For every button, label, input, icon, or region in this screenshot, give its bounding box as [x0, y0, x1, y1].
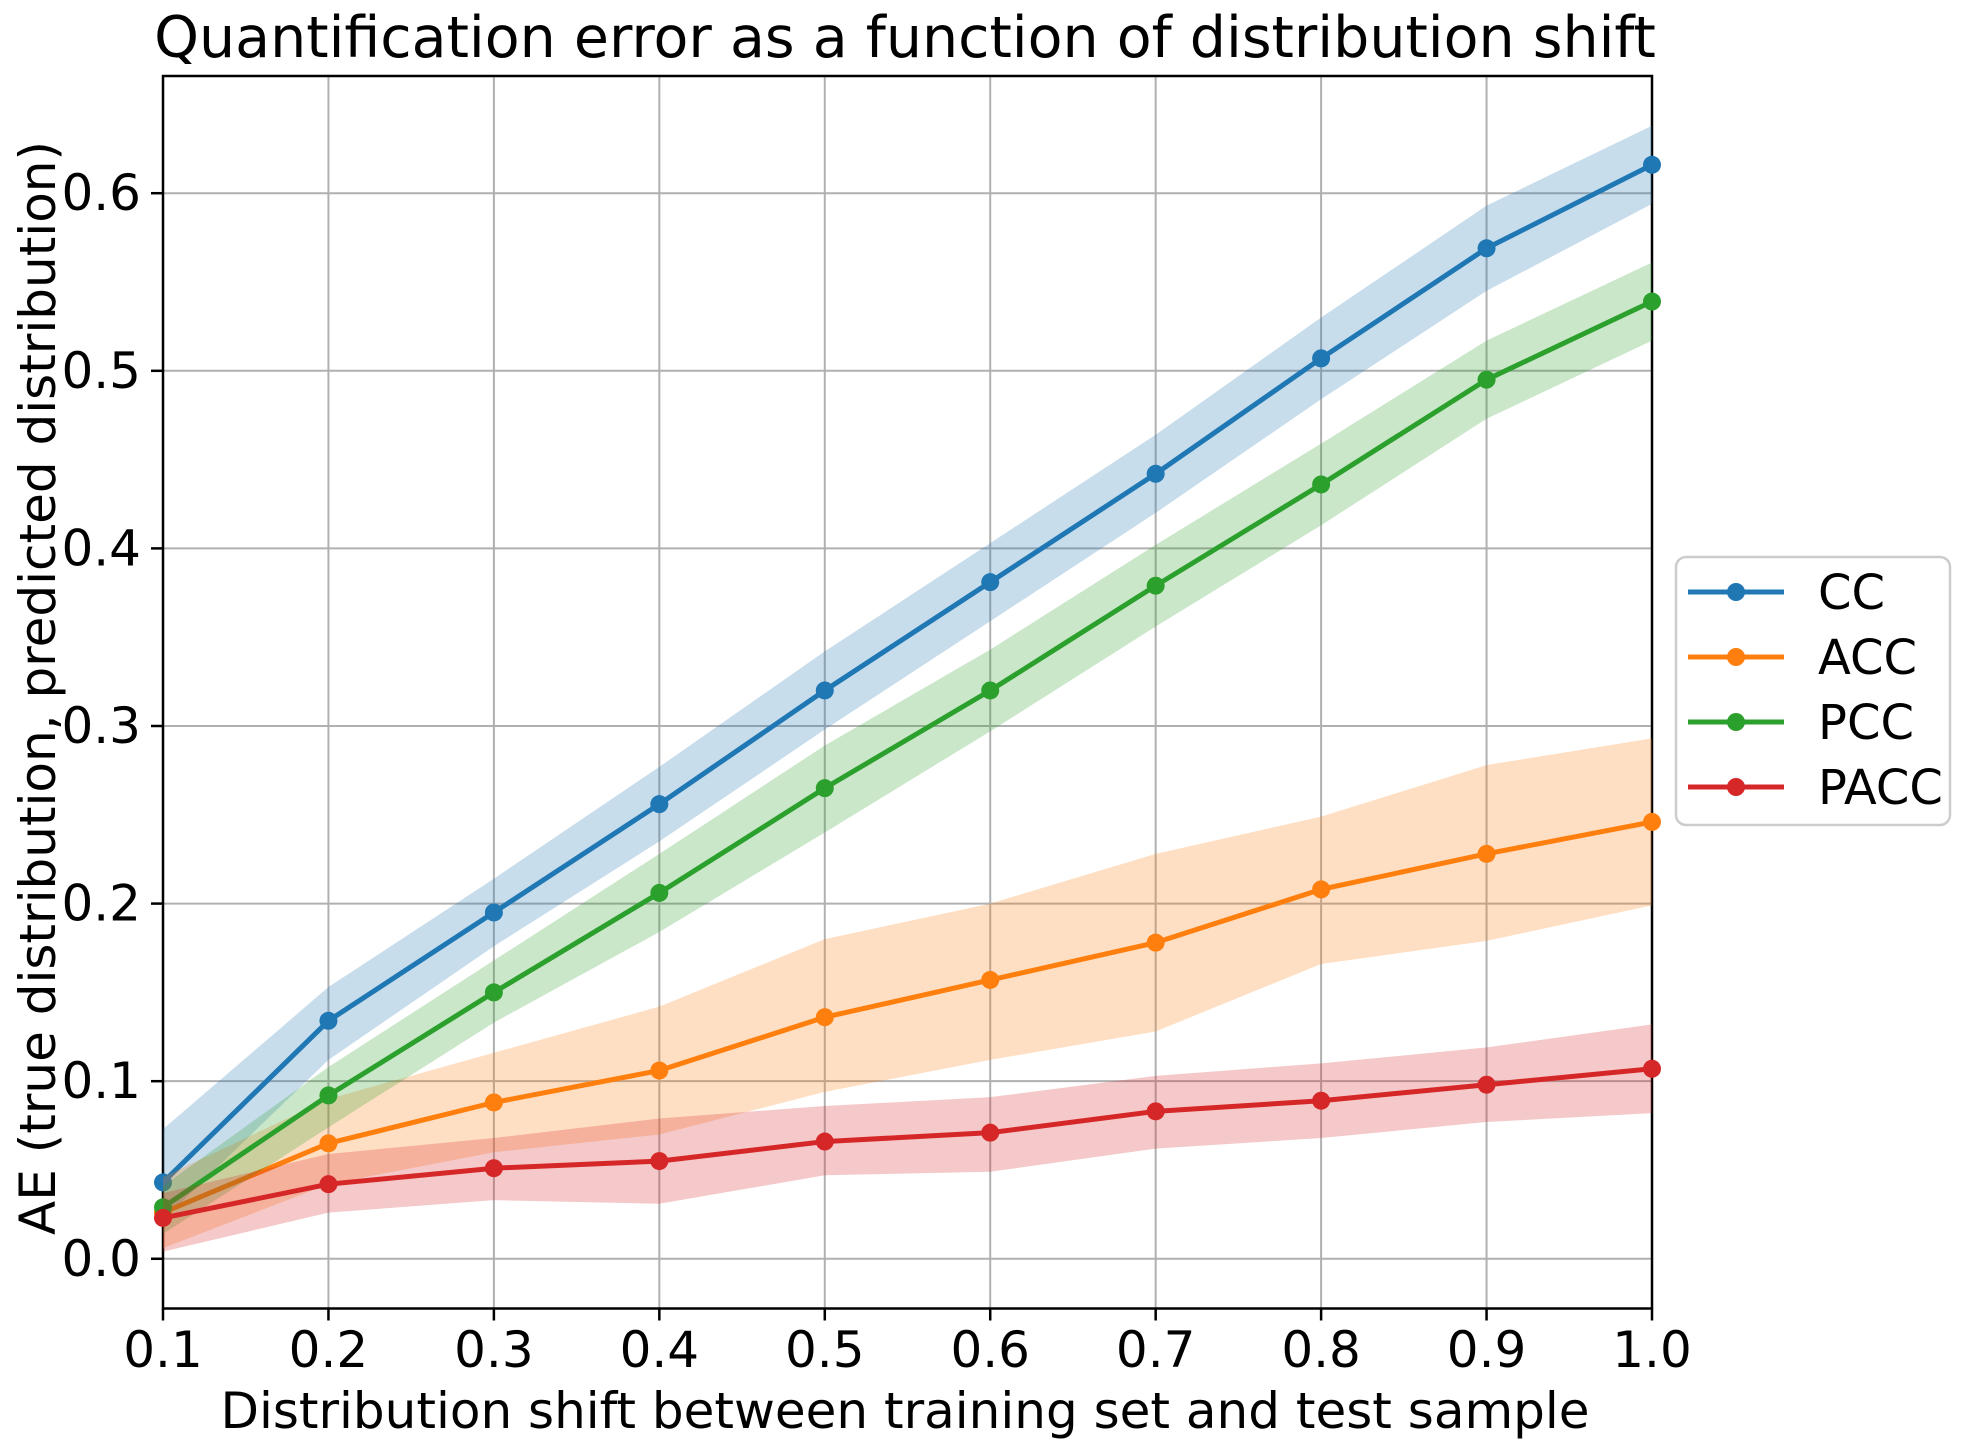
series-PACC-point-0.3	[484, 1159, 503, 1178]
legend-box	[1674, 555, 1952, 827]
series-CC-band	[163, 125, 1652, 1220]
series-PACC-point-0.5	[815, 1132, 834, 1151]
series-CC-point-0.3	[484, 903, 503, 922]
series-ACC-point-0.6	[981, 970, 1000, 989]
series-CC-point-0.7	[1146, 464, 1165, 483]
series-ACC-point-0.9	[1477, 844, 1496, 863]
series-CC-point-0.2	[319, 1011, 338, 1030]
series-PACC-point-0.6	[981, 1123, 1000, 1142]
legend-marker-ACC	[1727, 648, 1745, 666]
plot-border	[161, 74, 1654, 1310]
y-tick-label-0.3: 0.3	[61, 697, 141, 755]
series-ACC-point-0.4	[650, 1061, 669, 1080]
series-PCC-point-1	[1643, 292, 1661, 311]
series-ACC-line	[162, 819, 1653, 1215]
legend-item-ACC: ACC	[1688, 630, 1917, 686]
legend-item-CC: CC	[1688, 565, 1885, 621]
legend-item-PCC: PCC	[1688, 695, 1914, 751]
y-tick-label-0.1: 0.1	[61, 1052, 141, 1110]
legend-marker-CC	[1727, 583, 1745, 601]
series-PACC-point-0.8	[1312, 1091, 1331, 1110]
series-PACC-point-0.9	[1477, 1075, 1496, 1094]
series-ACC-point-0.7	[1146, 933, 1165, 952]
chart-title: Quantification error as a function of di…	[154, 5, 1656, 71]
series-PCC-point-0.7	[1146, 576, 1165, 595]
legend-label-PACC: PACC	[1818, 760, 1943, 816]
series-CC-point-0.6	[981, 573, 1000, 592]
series-CC-point-0.5	[815, 681, 834, 700]
y-tick-label-0.0: 0.0	[61, 1230, 141, 1288]
series-PACC-point-0.2	[319, 1175, 338, 1194]
x-tick-label-0.2: 0.2	[289, 1321, 369, 1379]
legend-marker-PACC	[1727, 778, 1745, 796]
legend-item-PACC: PACC	[1688, 760, 1943, 816]
series-ACC-point-0.5	[815, 1008, 834, 1027]
series-CC-point-0.1	[154, 1173, 172, 1192]
x-tick-label-0.3: 0.3	[454, 1321, 534, 1379]
series-PCC-point-0.2	[319, 1086, 338, 1105]
legend-label-ACC: ACC	[1818, 630, 1917, 686]
x-tick-label-0.8: 0.8	[1281, 1321, 1361, 1379]
series-PCC-point-0.5	[815, 779, 834, 798]
series-PCC-band	[163, 262, 1652, 1234]
series-CC-line	[161, 162, 1654, 1185]
x-tick-label-0.7: 0.7	[1116, 1321, 1196, 1379]
legend-marker-PCC	[1727, 713, 1745, 731]
series-ACC-point-0.8	[1312, 880, 1331, 899]
x-axis-label: Distribution shift between training set …	[220, 1382, 1589, 1440]
x-tick-label-1.0: 1.0	[1612, 1321, 1692, 1379]
x-tick-label-0.4: 0.4	[620, 1321, 700, 1379]
series-CC-point-0.9	[1477, 239, 1496, 258]
series-CC-point-0.8	[1312, 349, 1331, 368]
legend-label-PCC: PCC	[1818, 695, 1914, 751]
series-CC-point-0.4	[650, 795, 669, 814]
x-tick-label-0.1: 0.1	[123, 1321, 203, 1379]
series-ACC-band	[163, 738, 1652, 1249]
y-tick-label-0.2: 0.2	[61, 875, 141, 933]
series-ACC-point-1	[1643, 812, 1661, 831]
series-PCC-point-0.9	[1477, 370, 1496, 389]
y-axis-label: AE (true distribution, predicted distrib…	[9, 141, 67, 1235]
series-PCC-point-0.3	[484, 983, 503, 1002]
series-PACC-point-0.7	[1146, 1102, 1165, 1121]
x-tick-label-0.5: 0.5	[785, 1321, 865, 1379]
x-tick-label-0.6: 0.6	[950, 1321, 1030, 1379]
y-tick-label-0.4: 0.4	[61, 519, 141, 577]
series-PCC-line	[161, 299, 1654, 1210]
series-ACC-point-0.3	[484, 1093, 503, 1112]
series-PACC-point-0.1	[154, 1208, 172, 1227]
series-PCC-point-0.8	[1312, 475, 1331, 494]
x-tick-label-0.9: 0.9	[1447, 1321, 1527, 1379]
series-layer	[154, 125, 1661, 1252]
axis-ticks-layer: 0.1 0.2 0.3 0.4 0.5 0.6 0.7 0.8 0.9 1.0 0.0 0.1 0.2 0…	[61, 164, 1691, 1379]
legend-label-CC: CC	[1818, 565, 1885, 621]
series-ACC-point-0.2	[319, 1134, 338, 1153]
series-PCC-point-0.4	[650, 883, 669, 902]
y-tick-label-0.5: 0.5	[61, 342, 141, 400]
series-PACC-point-1	[1643, 1059, 1661, 1078]
series-PACC-point-0.4	[650, 1152, 669, 1171]
series-PCC-point-0.6	[981, 681, 1000, 700]
series-PACC-line	[162, 1066, 1653, 1221]
legend: CC ACC PCC PACC	[1674, 555, 1952, 827]
y-tick-label-0.6: 0.6	[61, 164, 141, 222]
series-CC-point-1	[1643, 155, 1661, 174]
